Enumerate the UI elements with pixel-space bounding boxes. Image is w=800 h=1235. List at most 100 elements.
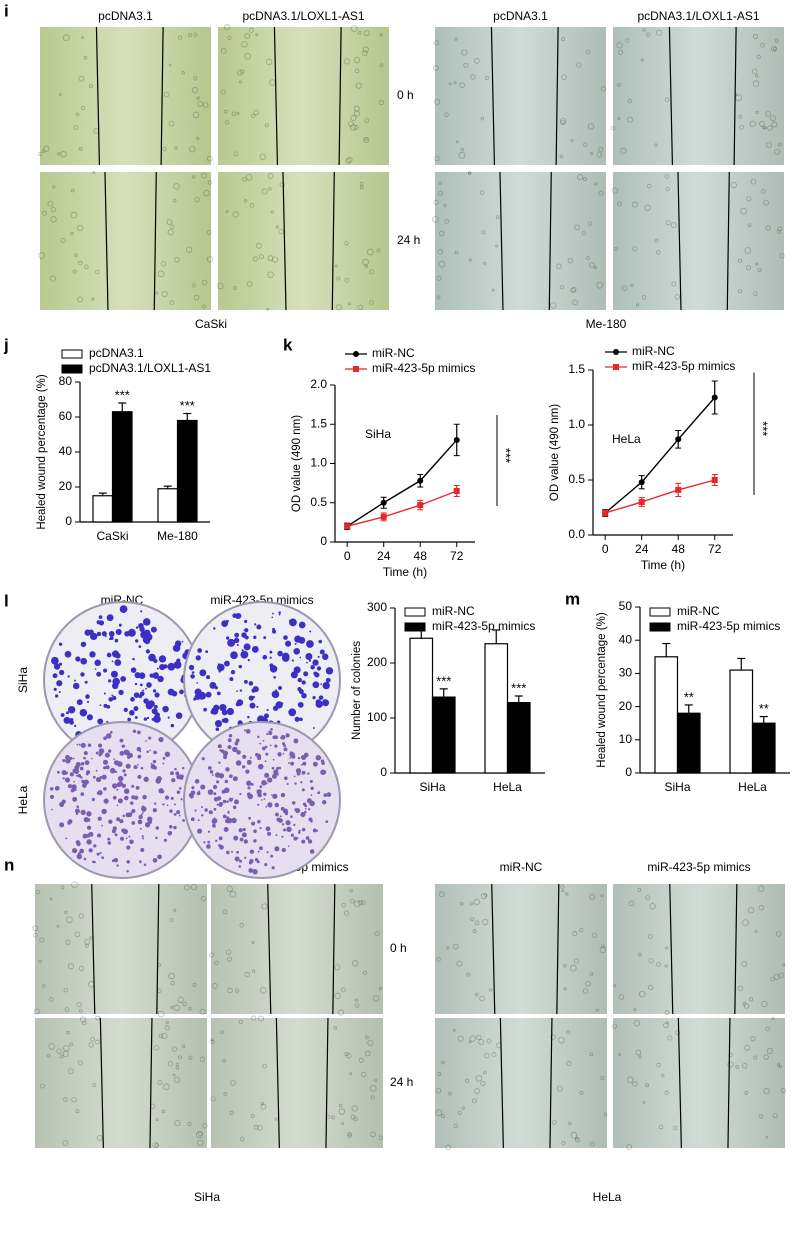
colony (257, 819, 261, 824)
cell-texture (95, 1039, 100, 1045)
colony (181, 640, 184, 643)
colony (131, 784, 135, 788)
cell-texture (357, 31, 362, 35)
cell-texture (244, 971, 250, 978)
colony (133, 692, 140, 699)
colony (312, 681, 320, 689)
colony (299, 717, 303, 722)
cell-texture (561, 1140, 566, 1146)
colony (281, 847, 286, 853)
cell-texture (202, 102, 209, 108)
colony (155, 826, 160, 830)
cell-texture (189, 145, 196, 153)
cell-texture (359, 185, 364, 190)
legend-label: miR-423-5p mimics (632, 359, 735, 373)
colony (280, 792, 286, 798)
line (604, 397, 716, 514)
colony (287, 845, 290, 847)
cell-texture (71, 881, 78, 889)
colony (234, 632, 240, 638)
cell-texture (483, 261, 487, 265)
cell-texture (77, 296, 84, 303)
colony (320, 683, 323, 685)
colony (72, 847, 78, 854)
cell-texture (222, 1058, 226, 1063)
colony (212, 784, 218, 790)
legend-marker (353, 351, 359, 357)
colony (148, 736, 152, 740)
colony (67, 706, 76, 714)
cell-texture (83, 55, 88, 60)
colony (228, 733, 233, 738)
cell-texture (595, 1008, 599, 1012)
point (417, 502, 424, 509)
bar (157, 488, 179, 523)
cell-texture (72, 269, 77, 274)
cell-texture (352, 960, 359, 967)
cell-texture (647, 934, 653, 939)
cell-texture (437, 1072, 442, 1076)
cell-texture (203, 189, 210, 197)
cell-texture (618, 49, 624, 55)
cell-texture (46, 1053, 51, 1058)
colony (238, 664, 243, 669)
cell-texture (658, 1124, 664, 1130)
cell-texture (781, 1088, 786, 1094)
x-tick-label: Me-180 (157, 529, 198, 543)
cell-texture (560, 884, 565, 889)
y-axis-label: Healed wound percentage (%) (596, 612, 608, 768)
cell-texture (438, 190, 443, 196)
colony (267, 777, 273, 783)
colony (91, 797, 95, 802)
cell-texture (220, 89, 226, 95)
cell-texture (349, 888, 353, 893)
colony (89, 651, 96, 658)
colony (248, 681, 254, 686)
cell-texture (480, 1081, 486, 1086)
cell-texture (466, 972, 471, 977)
cell-texture (358, 900, 364, 906)
cell-texture (353, 105, 360, 112)
cell-texture (438, 181, 442, 185)
cell-texture (248, 27, 254, 33)
wound-edge (99, 1017, 104, 1149)
colony (245, 769, 250, 774)
cell-texture (279, 181, 285, 188)
colony (120, 836, 125, 841)
colony (155, 836, 158, 840)
colony (173, 660, 182, 669)
cell-texture (618, 1052, 622, 1057)
cell-texture (772, 1113, 778, 1119)
legend-swatch (649, 622, 671, 632)
colony (322, 681, 330, 690)
colony (119, 819, 124, 824)
colony (73, 679, 76, 682)
colony (51, 808, 53, 811)
cell-texture (556, 263, 562, 270)
cell-texture (585, 980, 591, 987)
colony (256, 624, 262, 630)
cell-texture (598, 190, 604, 196)
colony (108, 697, 113, 702)
cell-texture (265, 58, 273, 66)
wound-edge (549, 1017, 553, 1149)
colony (173, 803, 176, 806)
colony (230, 651, 238, 660)
column-label: pcDNA3.1/LOXL1-AS1 (637, 9, 759, 23)
colony (86, 825, 92, 830)
colony (107, 841, 112, 845)
cell-texture (642, 1100, 646, 1104)
cell-texture (267, 173, 274, 179)
cell-texture (191, 283, 196, 288)
cell-texture (635, 1049, 642, 1056)
colony (105, 733, 112, 739)
cell-texture (777, 226, 783, 232)
colony (151, 718, 155, 721)
cell-texture (76, 224, 84, 232)
cell-texture (755, 74, 759, 78)
colony (296, 771, 301, 776)
colony (301, 772, 304, 775)
colony (166, 804, 169, 807)
colony (289, 618, 297, 627)
cell-texture (639, 990, 646, 998)
